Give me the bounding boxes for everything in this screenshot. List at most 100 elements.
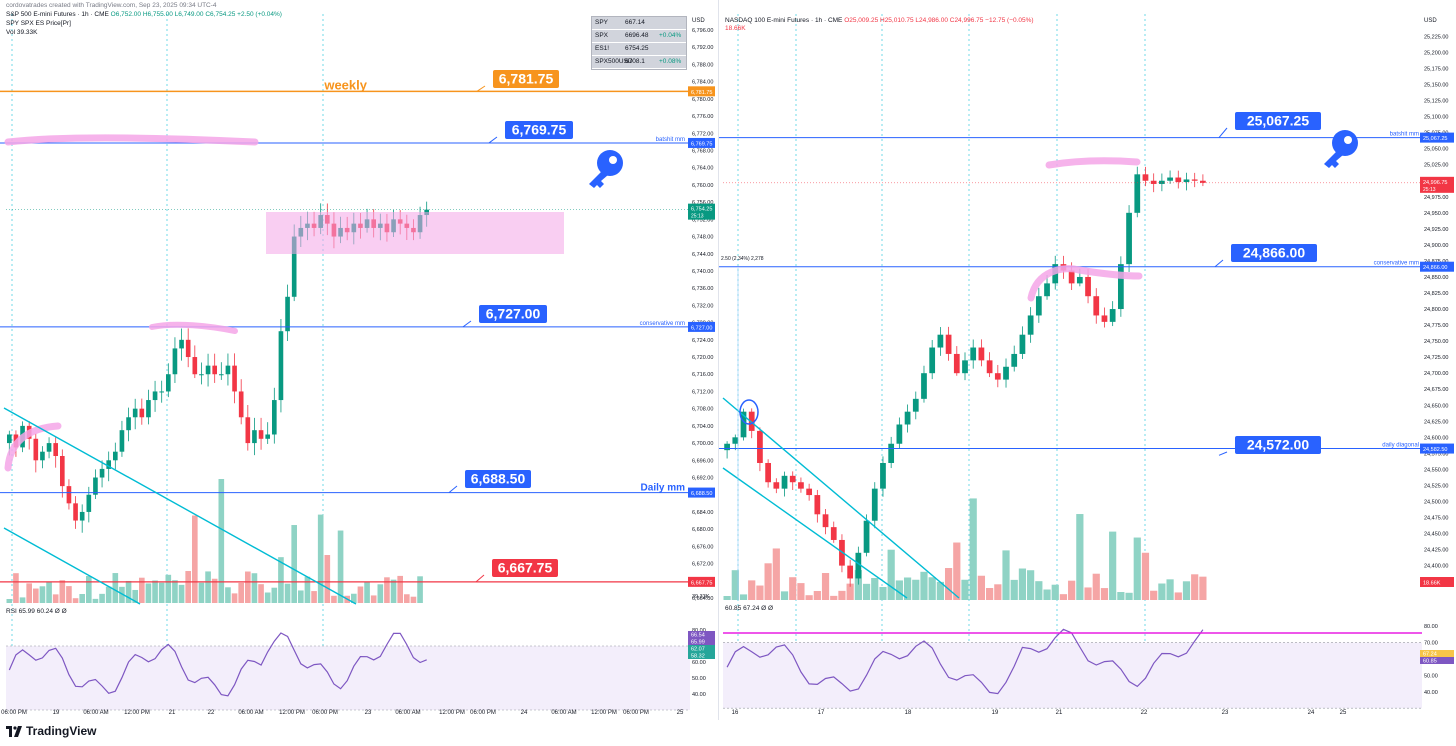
ticker-row: SPX 6696.48 +0.04%	[592, 30, 686, 43]
volume-tag-text: 39.33K	[692, 594, 710, 600]
callout-box	[479, 305, 547, 323]
ticker-row: SPY 667.14	[592, 17, 686, 30]
candle-body	[1068, 270, 1075, 284]
candle-body	[724, 443, 730, 451]
candle-body	[192, 357, 198, 375]
x-tick-label: 06:00 PM	[1, 710, 27, 716]
volume-bar	[1150, 590, 1158, 600]
volume-bar	[384, 577, 390, 603]
candle-body	[814, 495, 821, 515]
candle-body	[159, 391, 165, 393]
candle-body	[1044, 283, 1050, 297]
es-chart-panel[interactable]: USD 6,796.00 6,792.00 6,788.00 6,784.00 6,780…	[0, 0, 715, 720]
callout-pointer	[1214, 259, 1224, 268]
candle-body	[106, 460, 112, 469]
axis-price-tag-text: 6,688.50	[691, 491, 712, 497]
rsi-band	[723, 642, 1422, 709]
candle-body	[146, 400, 151, 418]
rsi-tick-label: 70.00	[1424, 641, 1438, 647]
y-tick-label: 6,700.00	[692, 441, 713, 447]
y-tick-label: 24,650.00	[1424, 403, 1448, 409]
volume-bar	[1133, 537, 1141, 600]
axis-price-tag-text: 24,582.50	[1423, 447, 1447, 453]
volume-bar	[772, 548, 780, 600]
y-tick-label: 24,500.00	[1424, 499, 1448, 505]
rsi-tag-text: 66.54	[691, 633, 705, 639]
es-title: S&P 500 E-mini Futures · 1h · CME	[6, 11, 109, 18]
y-tick-label: 6,676.00	[692, 544, 713, 550]
volume-bar	[205, 571, 211, 603]
y-tick-label: 24,575.00	[1424, 451, 1448, 457]
volume-bar	[139, 577, 145, 603]
volume-bar	[871, 577, 879, 600]
y-tick-label: 24,975.00	[1424, 195, 1448, 201]
volume-bar	[1158, 583, 1166, 600]
candle-body	[789, 475, 796, 483]
candle-body	[245, 417, 251, 444]
volume-bar	[1141, 552, 1150, 600]
es-sub-line: SPY SPX ES Price[Pr]	[6, 20, 71, 27]
volume-bar	[1092, 573, 1100, 600]
candle-body	[165, 374, 171, 392]
level-label: batshit mm	[656, 137, 685, 143]
volume-bar	[258, 584, 264, 603]
volume-bar	[231, 593, 238, 603]
volume-bar	[13, 573, 19, 603]
nq-chart-panel[interactable]: USD 25,225.00 25,200.00 25,175.00 25,150.00 2…	[718, 0, 1456, 720]
nq-vol-line: 18.66K	[725, 25, 746, 32]
callout-text: 24,866.00	[1243, 245, 1305, 261]
y-tick-label: 25,125.00	[1424, 99, 1448, 105]
volume-bar	[132, 589, 138, 603]
candle-body	[73, 503, 78, 521]
axis-price-tag-text: 25,067.25	[1423, 136, 1447, 142]
level-label: conservative mm	[640, 321, 685, 327]
candle-body	[59, 456, 65, 487]
volume-bar	[1117, 592, 1125, 600]
candle-body	[871, 488, 878, 521]
nq-chart-canvas[interactable]: USD 25,225.00 25,200.00 25,175.00 25,150.00 2…	[719, 0, 1456, 720]
axis-price-tag	[1420, 132, 1454, 143]
x-tick-label: 23	[365, 710, 372, 716]
candle-body	[798, 482, 804, 489]
y-tick-label: 24,600.00	[1424, 435, 1448, 441]
es-chart-canvas[interactable]: USD 6,796.00 6,792.00 6,788.00 6,784.00 6,780…	[0, 0, 715, 720]
candle-body	[1159, 180, 1165, 184]
y-tick-label: 24,400.00	[1424, 564, 1448, 570]
volume-bar	[780, 591, 789, 600]
price-axis-bg	[1420, 0, 1456, 720]
volume-bar	[969, 498, 977, 600]
y-tick-label: 6,780.00	[692, 97, 713, 103]
axis-price-tag	[688, 487, 715, 498]
x-tick-label: 06:00 PM	[312, 710, 338, 716]
key-icon-part	[589, 172, 608, 188]
candle-body	[1183, 179, 1190, 183]
candle-body	[806, 488, 813, 496]
volume-bar	[1035, 581, 1043, 600]
y-tick-label: 6,732.00	[692, 303, 713, 309]
volume-bar	[805, 595, 813, 600]
volume-bar	[198, 582, 205, 603]
y-tick-label: 25,025.00	[1424, 163, 1448, 169]
x-tick-label: 06:00 AM	[238, 710, 263, 716]
candle-body	[66, 486, 72, 504]
volume-bar	[756, 585, 764, 600]
y-tick-label: 6,692.00	[692, 476, 713, 482]
candle-body	[1019, 334, 1026, 354]
callout-text: 24,572.00	[1247, 437, 1309, 453]
volume-bar	[1199, 576, 1207, 600]
volume-bar	[284, 583, 291, 603]
y-tick-label: 24,775.00	[1424, 323, 1448, 329]
level-label: Daily mm	[641, 483, 686, 494]
volume-bar	[1068, 580, 1076, 600]
es-title-line: S&P 500 E-mini Futures · 1h · CME O6,752…	[6, 11, 282, 18]
level-label: batshit mm	[1390, 132, 1419, 138]
last-price-tag-text: 6,754.25	[691, 207, 712, 213]
x-tick-label: 06:00 AM	[395, 710, 420, 716]
y-tick-label: 6,776.00	[692, 114, 713, 120]
tradingview-logo[interactable]: TradingView	[6, 724, 96, 738]
key-icon-part	[609, 156, 617, 164]
rsi-tag	[1420, 657, 1454, 664]
es-rsi-legend: RSI 65.99 60.24 Ø Ø	[6, 608, 67, 615]
volume-bar	[79, 593, 85, 603]
level-label: daily diagonal	[1382, 443, 1419, 449]
